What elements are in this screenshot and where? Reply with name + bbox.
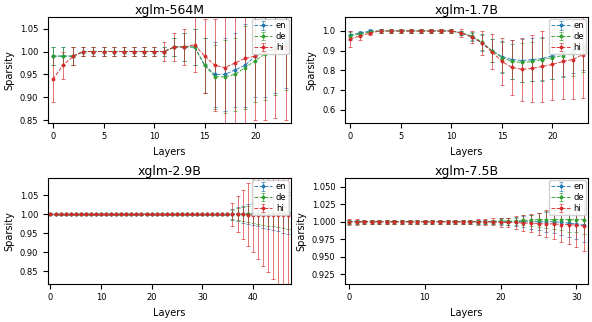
Y-axis label: Sparsity: Sparsity — [307, 50, 317, 90]
Y-axis label: Sparsity: Sparsity — [4, 211, 14, 251]
X-axis label: Layers: Layers — [153, 147, 185, 157]
Y-axis label: Sparsity: Sparsity — [4, 50, 14, 90]
Title: xglm-564M: xglm-564M — [134, 4, 204, 17]
Legend: en, de, hi: en, de, hi — [252, 180, 289, 215]
Title: xglm-7.5B: xglm-7.5B — [435, 165, 498, 178]
Title: xglm-1.7B: xglm-1.7B — [435, 4, 498, 17]
X-axis label: Layers: Layers — [153, 308, 185, 318]
X-axis label: Layers: Layers — [451, 147, 482, 157]
Title: xglm-2.9B: xglm-2.9B — [137, 165, 201, 178]
X-axis label: Layers: Layers — [451, 308, 482, 318]
Legend: en, de, hi: en, de, hi — [549, 180, 586, 215]
Y-axis label: Sparsity: Sparsity — [296, 211, 306, 251]
Legend: en, de, hi: en, de, hi — [252, 19, 289, 54]
Legend: en, de, hi: en, de, hi — [549, 19, 586, 54]
